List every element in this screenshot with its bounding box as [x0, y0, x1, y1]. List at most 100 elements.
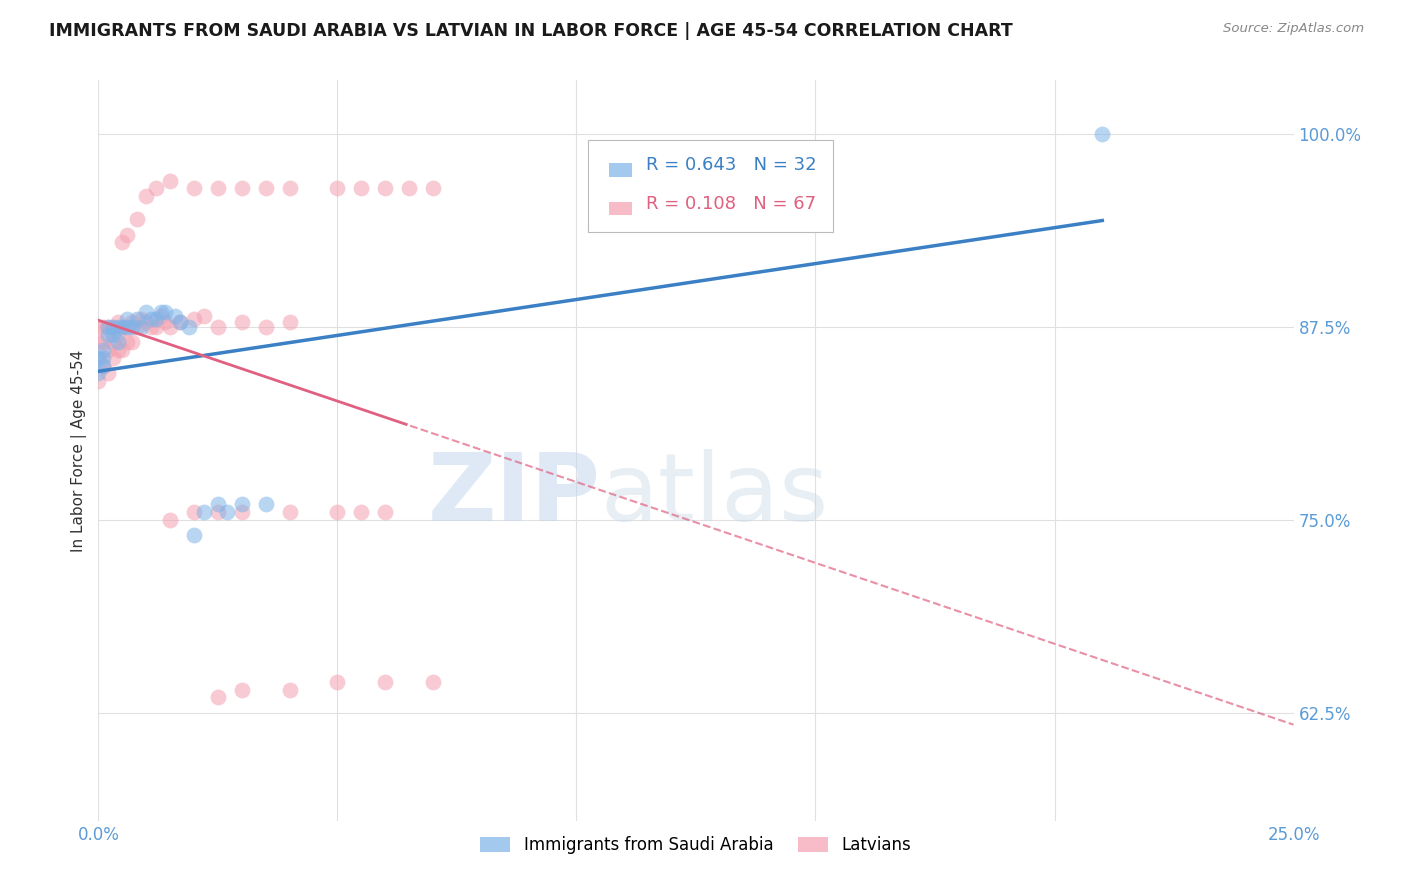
Point [254, 498, 277, 512]
Point [91, 320, 114, 334]
Point [97, 367, 120, 381]
Point [207, 690, 229, 705]
Point [107, 327, 129, 342]
Point [207, 181, 229, 195]
Point [183, 505, 205, 519]
Text: R = 0.643   N = 32: R = 0.643 N = 32 [645, 156, 817, 175]
Point [231, 498, 253, 512]
Point [145, 312, 167, 326]
Point [107, 320, 129, 334]
Point [278, 682, 301, 697]
Point [125, 212, 148, 227]
Legend: Immigrants from Saudi Arabia, Latvians: Immigrants from Saudi Arabia, Latvians [474, 829, 918, 861]
Point [149, 310, 172, 324]
Point [155, 304, 177, 318]
Point [231, 181, 253, 195]
Point [159, 513, 181, 527]
Point [278, 505, 301, 519]
Point [131, 312, 153, 326]
Point [278, 315, 301, 329]
Point [145, 181, 167, 195]
Point [139, 312, 162, 326]
Point [374, 505, 396, 519]
Text: ZIP: ZIP [427, 449, 600, 541]
Point [87, 367, 110, 381]
Point [193, 505, 215, 519]
Point [149, 304, 172, 318]
Point [1091, 128, 1114, 142]
Point [91, 359, 114, 373]
FancyBboxPatch shape [589, 139, 834, 232]
Point [87, 320, 110, 334]
Point [101, 327, 124, 342]
Point [107, 315, 129, 329]
Point [207, 498, 229, 512]
Point [422, 674, 444, 689]
Point [91, 343, 114, 358]
FancyBboxPatch shape [609, 202, 631, 215]
Point [97, 327, 120, 342]
Point [111, 235, 134, 250]
Point [169, 315, 191, 329]
Text: atlas: atlas [600, 449, 828, 541]
Point [115, 227, 138, 242]
Point [97, 320, 120, 334]
Point [183, 181, 205, 195]
Point [131, 320, 153, 334]
Point [159, 173, 181, 187]
Point [101, 320, 124, 334]
Point [135, 189, 157, 203]
Point [207, 505, 229, 519]
Point [398, 181, 420, 195]
Point [179, 320, 201, 334]
Point [115, 335, 138, 350]
Text: R = 0.108   N = 67: R = 0.108 N = 67 [645, 195, 815, 213]
Point [183, 312, 205, 326]
Point [231, 315, 253, 329]
Point [115, 320, 138, 334]
Point [135, 315, 157, 329]
Point [115, 320, 138, 334]
Point [121, 315, 143, 329]
Point [155, 315, 177, 329]
Y-axis label: In Labor Force | Age 45-54: In Labor Force | Age 45-54 [72, 350, 87, 551]
Point [231, 505, 253, 519]
Point [326, 674, 349, 689]
Point [101, 335, 124, 350]
Point [374, 181, 396, 195]
Point [87, 335, 110, 350]
Point [163, 310, 186, 324]
Point [183, 528, 205, 542]
Point [217, 505, 239, 519]
Point [91, 335, 114, 350]
Point [121, 335, 143, 350]
Text: Source: ZipAtlas.com: Source: ZipAtlas.com [1223, 22, 1364, 36]
Point [97, 343, 120, 358]
Point [115, 312, 138, 326]
Point [350, 181, 373, 195]
Point [91, 359, 114, 373]
Point [111, 320, 134, 334]
Point [87, 374, 110, 388]
Point [231, 682, 253, 697]
Point [159, 320, 181, 334]
Point [125, 320, 148, 334]
Point [135, 304, 157, 318]
Point [97, 320, 120, 334]
Point [87, 351, 110, 365]
Point [121, 320, 143, 334]
Text: IMMIGRANTS FROM SAUDI ARABIA VS LATVIAN IN LABOR FORCE | AGE 45-54 CORRELATION C: IMMIGRANTS FROM SAUDI ARABIA VS LATVIAN … [49, 22, 1012, 40]
Point [107, 343, 129, 358]
Point [111, 320, 134, 334]
FancyBboxPatch shape [609, 163, 631, 177]
Point [350, 505, 373, 519]
Point [278, 181, 301, 195]
Point [169, 315, 191, 329]
Point [326, 505, 349, 519]
Point [374, 674, 396, 689]
Point [145, 320, 167, 334]
Point [193, 310, 215, 324]
Point [101, 351, 124, 365]
Point [139, 320, 162, 334]
Point [422, 181, 444, 195]
